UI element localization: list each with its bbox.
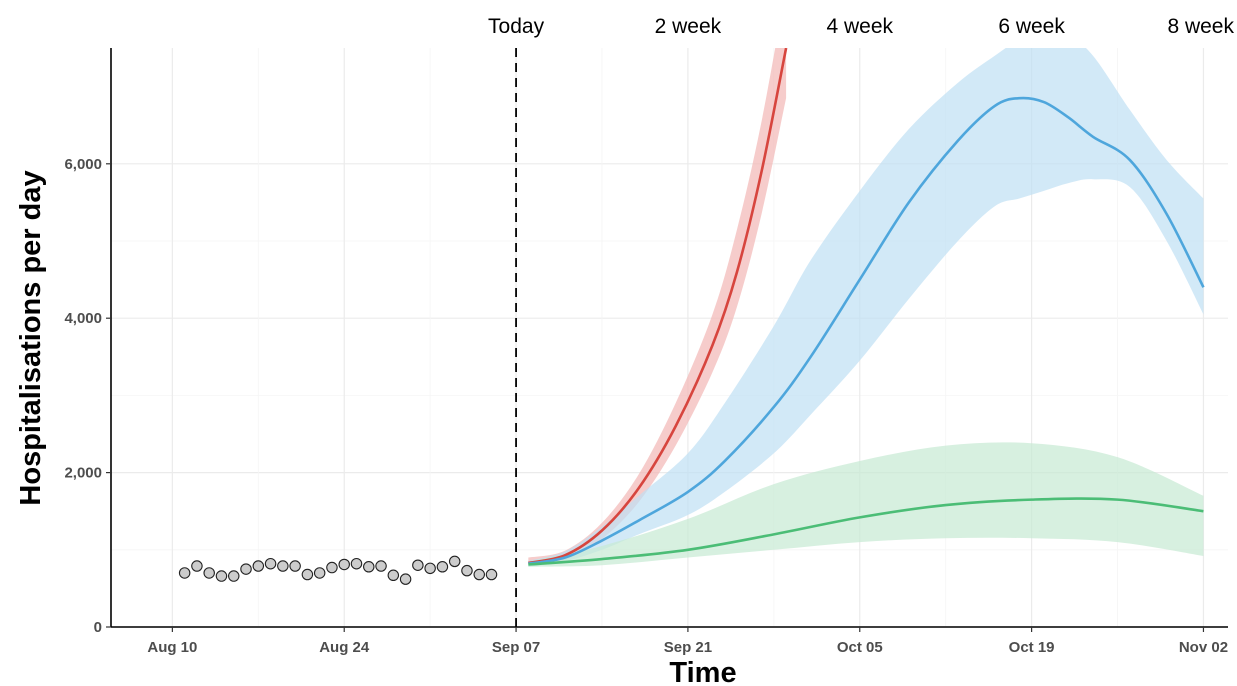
- series-line-3: [528, 497, 1204, 566]
- observed-point: [301, 568, 314, 581]
- x-tick-label: Sep 21: [664, 639, 712, 656]
- x-tick-label: Oct 19: [1009, 639, 1055, 656]
- observed-points: [178, 555, 498, 585]
- observed-point: [215, 570, 228, 582]
- observed-point: [191, 560, 203, 572]
- observed-point: [203, 567, 215, 579]
- x-tick-label: Sep 07: [492, 639, 540, 656]
- y-tick-label: 6,000: [64, 156, 102, 173]
- observed-point: [387, 569, 400, 582]
- observed-point: [277, 560, 289, 572]
- confidence-band-3: [528, 442, 1204, 567]
- observed-point: [436, 561, 449, 573]
- tick-labels: 0 2,000 4,000 6,000 Aug 10 Aug 24 Sep 07 Sep 21…: [64, 156, 1228, 656]
- series-lines: [528, 48, 1205, 566]
- top-annotation-label: 4 week: [826, 15, 893, 38]
- confidence-bands: [528, 48, 1204, 567]
- observed-point: [412, 559, 424, 571]
- x-tick-label: Aug 24: [319, 639, 370, 656]
- observed-point: [338, 558, 350, 571]
- observed-point: [363, 561, 375, 573]
- series-line-2: [528, 96, 1205, 565]
- observed-point: [178, 567, 191, 579]
- axes: [106, 48, 1228, 632]
- top-labels: Today 2 week 4 week 6 week 8 week: [488, 15, 1234, 38]
- top-annotation-label: Today: [488, 15, 545, 38]
- top-annotation-label: 8 week: [1167, 15, 1234, 38]
- x-tick-label: Nov 02: [1179, 639, 1228, 656]
- y-tick-label: 2,000: [64, 465, 102, 482]
- observed-point: [448, 555, 461, 568]
- observed-point: [240, 563, 252, 575]
- top-annotation-label: 2 week: [655, 15, 722, 38]
- observed-point: [399, 573, 412, 585]
- observed-point: [473, 568, 485, 581]
- confidence-band-1: [528, 48, 787, 566]
- x-tick-label: Aug 10: [147, 639, 197, 656]
- y-axis-title: Hospitalisations per day: [15, 170, 47, 505]
- observed-point: [326, 561, 338, 574]
- x-axis-title: Time: [669, 657, 736, 686]
- top-annotation-label: 6 week: [998, 15, 1065, 38]
- observed-point: [227, 570, 240, 582]
- observed-point: [252, 560, 265, 572]
- observed-point: [264, 557, 277, 570]
- y-tick-label: 0: [94, 619, 102, 636]
- observed-point: [485, 568, 498, 581]
- observed-point: [375, 560, 387, 572]
- observed-point: [313, 567, 326, 579]
- observed-point: [461, 564, 473, 577]
- x-tick-label: Oct 05: [837, 639, 883, 656]
- series-line-1: [528, 48, 788, 565]
- observed-point: [424, 562, 436, 575]
- y-tick-label: 4,000: [64, 310, 102, 327]
- observed-point: [289, 560, 301, 572]
- confidence-band-2: [528, 48, 1204, 567]
- observed-point: [350, 557, 363, 570]
